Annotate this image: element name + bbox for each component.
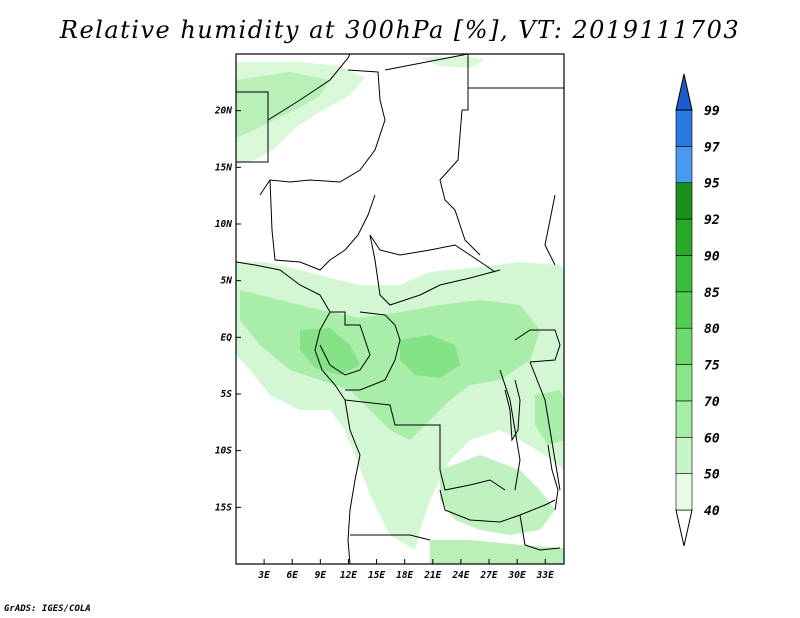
colorbar-segment: [675, 146, 693, 184]
humidity-patch-bottom: [430, 540, 564, 564]
border-north-5: [462, 54, 469, 111]
lon-tick-label: 12E: [340, 570, 357, 581]
border-chad-east: [544, 194, 556, 266]
humidity-patch-congo-dark: [400, 335, 460, 378]
colorbar-label: 85: [704, 286, 720, 301]
border-drc-west: [344, 399, 506, 491]
lon-tick-label: 15E: [368, 570, 385, 581]
border-cameroon: [369, 234, 501, 306]
humidity-patch-northeast: [420, 56, 485, 68]
colorbar-segment: [675, 291, 693, 329]
border-north-1: [236, 91, 269, 163]
border-north-2: [267, 54, 351, 121]
lon-tick-label: 33E: [536, 570, 554, 581]
border-north-3: [259, 69, 386, 196]
border-angola: [344, 399, 361, 564]
lat-tick-label: 5S: [221, 389, 233, 400]
colorbar-segment: [675, 473, 693, 511]
border-drc-east: [499, 369, 521, 491]
lon-tick-label: 3E: [257, 570, 270, 581]
humidity-patch-east: [535, 390, 564, 445]
map-frame: [235, 53, 565, 565]
axis-ticks: 20N 15N 10N 5N EQ 5S 10S 15S 3E 6E 9E 12E 15E 18E 21E 2…: [214, 106, 554, 581]
lon-tick-label: 9E: [315, 570, 327, 581]
colorbar-segment: [675, 400, 693, 438]
lat-tick-label: EQ: [221, 332, 233, 343]
colorbar-label: 92: [704, 213, 720, 228]
border-car: [369, 234, 496, 273]
lat-tick-label: 15N: [215, 162, 232, 173]
colorbar-lower-arrow: [675, 509, 693, 547]
grads-credit: GrADS: IGES/COLA: [4, 604, 91, 614]
colorbar-label: 60: [704, 431, 720, 446]
lat-tick-label: 20N: [214, 106, 232, 117]
colorbar-segment: [675, 182, 693, 220]
lon-tick-label: 30E: [508, 570, 526, 581]
humidity-field: [236, 56, 564, 564]
colorbar-segment: [675, 327, 693, 365]
border-malawi: [547, 444, 559, 511]
colorbar-segment: [675, 218, 693, 256]
border-coast-west: [236, 261, 346, 401]
colorbar-upper-arrow: [675, 73, 693, 111]
border-lakes: [504, 379, 521, 442]
border-zimbabwe: [519, 514, 561, 551]
border-north-4: [384, 54, 469, 71]
humidity-patch-equatorial-mid: [240, 290, 540, 440]
border-gabon: [319, 311, 371, 376]
colorbar-label: 95: [704, 177, 720, 192]
humidity-patch-equatorial-dark: [300, 328, 360, 375]
humidity-patch-south: [440, 455, 555, 535]
colorbar-segment: [675, 364, 693, 402]
border-angola-south: [350, 534, 431, 541]
lon-tick-label: 21E: [423, 570, 441, 581]
lon-tick-label: 27E: [479, 570, 497, 581]
colorbar-label: 97: [704, 140, 720, 155]
colorbar-segment: [675, 109, 693, 147]
colorbar-segment: [675, 255, 693, 293]
lat-tick-label: 10N: [215, 219, 232, 230]
border-north-6: [439, 109, 481, 256]
humidity-patch-northwest-inner: [236, 72, 330, 138]
colorbar-label: 75: [704, 359, 720, 374]
border-zambia: [439, 489, 556, 523]
lat-tick-label: 5N: [221, 276, 233, 287]
lon-tick-label: 6E: [287, 570, 299, 581]
colorbar-segment: [675, 436, 693, 474]
border-nigeria: [269, 179, 376, 271]
border-tanzania: [529, 361, 561, 491]
colorbar-label: 99: [704, 104, 720, 119]
lat-tick-label: 10S: [215, 446, 232, 457]
lon-tick-label: 18E: [396, 570, 413, 581]
colorbar-label: 70: [704, 395, 720, 410]
colorbar-label: 40: [704, 504, 720, 519]
border-uganda: [514, 329, 561, 363]
lat-tick-label: 15S: [215, 502, 232, 513]
chart-title: Relative humidity at 300hPa [%], VT: 201…: [59, 16, 741, 44]
lon-tick-label: 24E: [451, 570, 469, 581]
colorbar-label: 90: [704, 249, 720, 264]
border-congo: [345, 311, 401, 391]
country-borders: [236, 54, 564, 564]
colorbar: 40 50 60 70 75 80 85 90 92 95 97 99: [675, 73, 720, 547]
colorbar-label: 50: [704, 468, 720, 483]
colorbar-label: 80: [704, 322, 720, 337]
